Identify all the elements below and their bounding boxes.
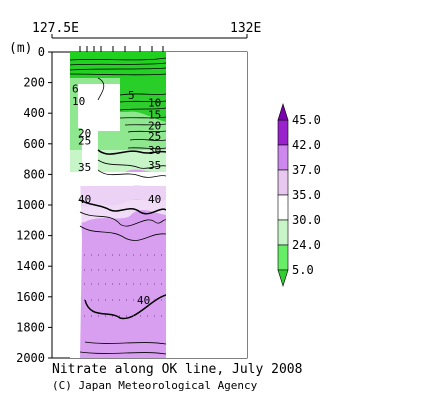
colorbar-segment [277, 169, 289, 196]
y-tick-label: 1000 [16, 198, 45, 212]
nodata-region-upper [78, 84, 120, 176]
colorbar-label: 45.0 [292, 113, 321, 127]
contour-label: 6 [72, 83, 79, 96]
station-markers [79, 46, 164, 52]
x-tick-label-right: 132E [230, 21, 261, 36]
y-tick-label: 1200 [16, 229, 45, 243]
y-tick-label: 600 [23, 137, 45, 151]
nodata-region-lower [70, 176, 82, 358]
fill-band-pale-violet [70, 186, 166, 208]
colorbar-label: 24.0 [292, 238, 321, 252]
contour-label: 25 [78, 135, 91, 148]
y-tick-label: 200 [23, 76, 45, 90]
contour-label: 35 [148, 159, 161, 172]
colorbar-segment [277, 194, 289, 221]
contour-label: 25 [148, 130, 161, 143]
colorbar-label: 5.0 [292, 263, 314, 277]
contour-label: 20 [148, 119, 161, 132]
contour-label: 20 [78, 127, 91, 140]
contour-label: 10 [148, 96, 161, 109]
colorbar-segment [277, 144, 289, 171]
y-tick-label: 400 [23, 106, 45, 120]
y-unit-label: (m) [9, 41, 32, 56]
chart-title: Nitrate along OK line, July 2008 [52, 362, 302, 377]
contour-label: 40 [78, 193, 91, 206]
colorbar-top-arrow [277, 102, 289, 121]
contour-label: 40 [148, 193, 161, 206]
y-tick-label: 1800 [16, 320, 45, 334]
y-tick-label: 1600 [16, 290, 45, 304]
contour-label: 5 [128, 89, 135, 102]
colorbar-label: 42.0 [292, 138, 321, 152]
contour-lines [70, 57, 166, 355]
y-axis: 0 200 400 600 800 1000 1200 1400 1600 1800 2000 [16, 45, 52, 365]
contour-label: 30 [148, 144, 161, 157]
colorbar-label: 37.0 [292, 163, 321, 177]
y-tick-label: 800 [23, 167, 45, 181]
colorbar-label: 35.0 [292, 188, 321, 202]
credit-text: (C) Japan Meteorological Agency [52, 379, 258, 392]
colorbar-segment [277, 219, 289, 246]
contour-label: 10 [72, 95, 85, 108]
colorbar-label: 30.0 [292, 213, 321, 227]
colorbar-segment [277, 244, 289, 271]
colorbar-bottom-arrow [277, 269, 289, 288]
colorbar-segment [277, 119, 289, 146]
contour-label: 40 [137, 294, 150, 307]
contour-label: 35 [78, 161, 91, 174]
y-tick-label: 1400 [16, 259, 45, 273]
contour-label: 15 [148, 109, 161, 122]
colorbar: 45.0 42.0 37.0 35.0 30.0 24.0 5.0 [277, 102, 321, 288]
x-tick-label-left: 127.5E [32, 21, 79, 36]
nodata-right [166, 52, 247, 358]
y-tick-label: 0 [38, 45, 45, 59]
fill-band-35-37 [70, 200, 166, 225]
y-tick-label: 2000 [16, 351, 45, 365]
